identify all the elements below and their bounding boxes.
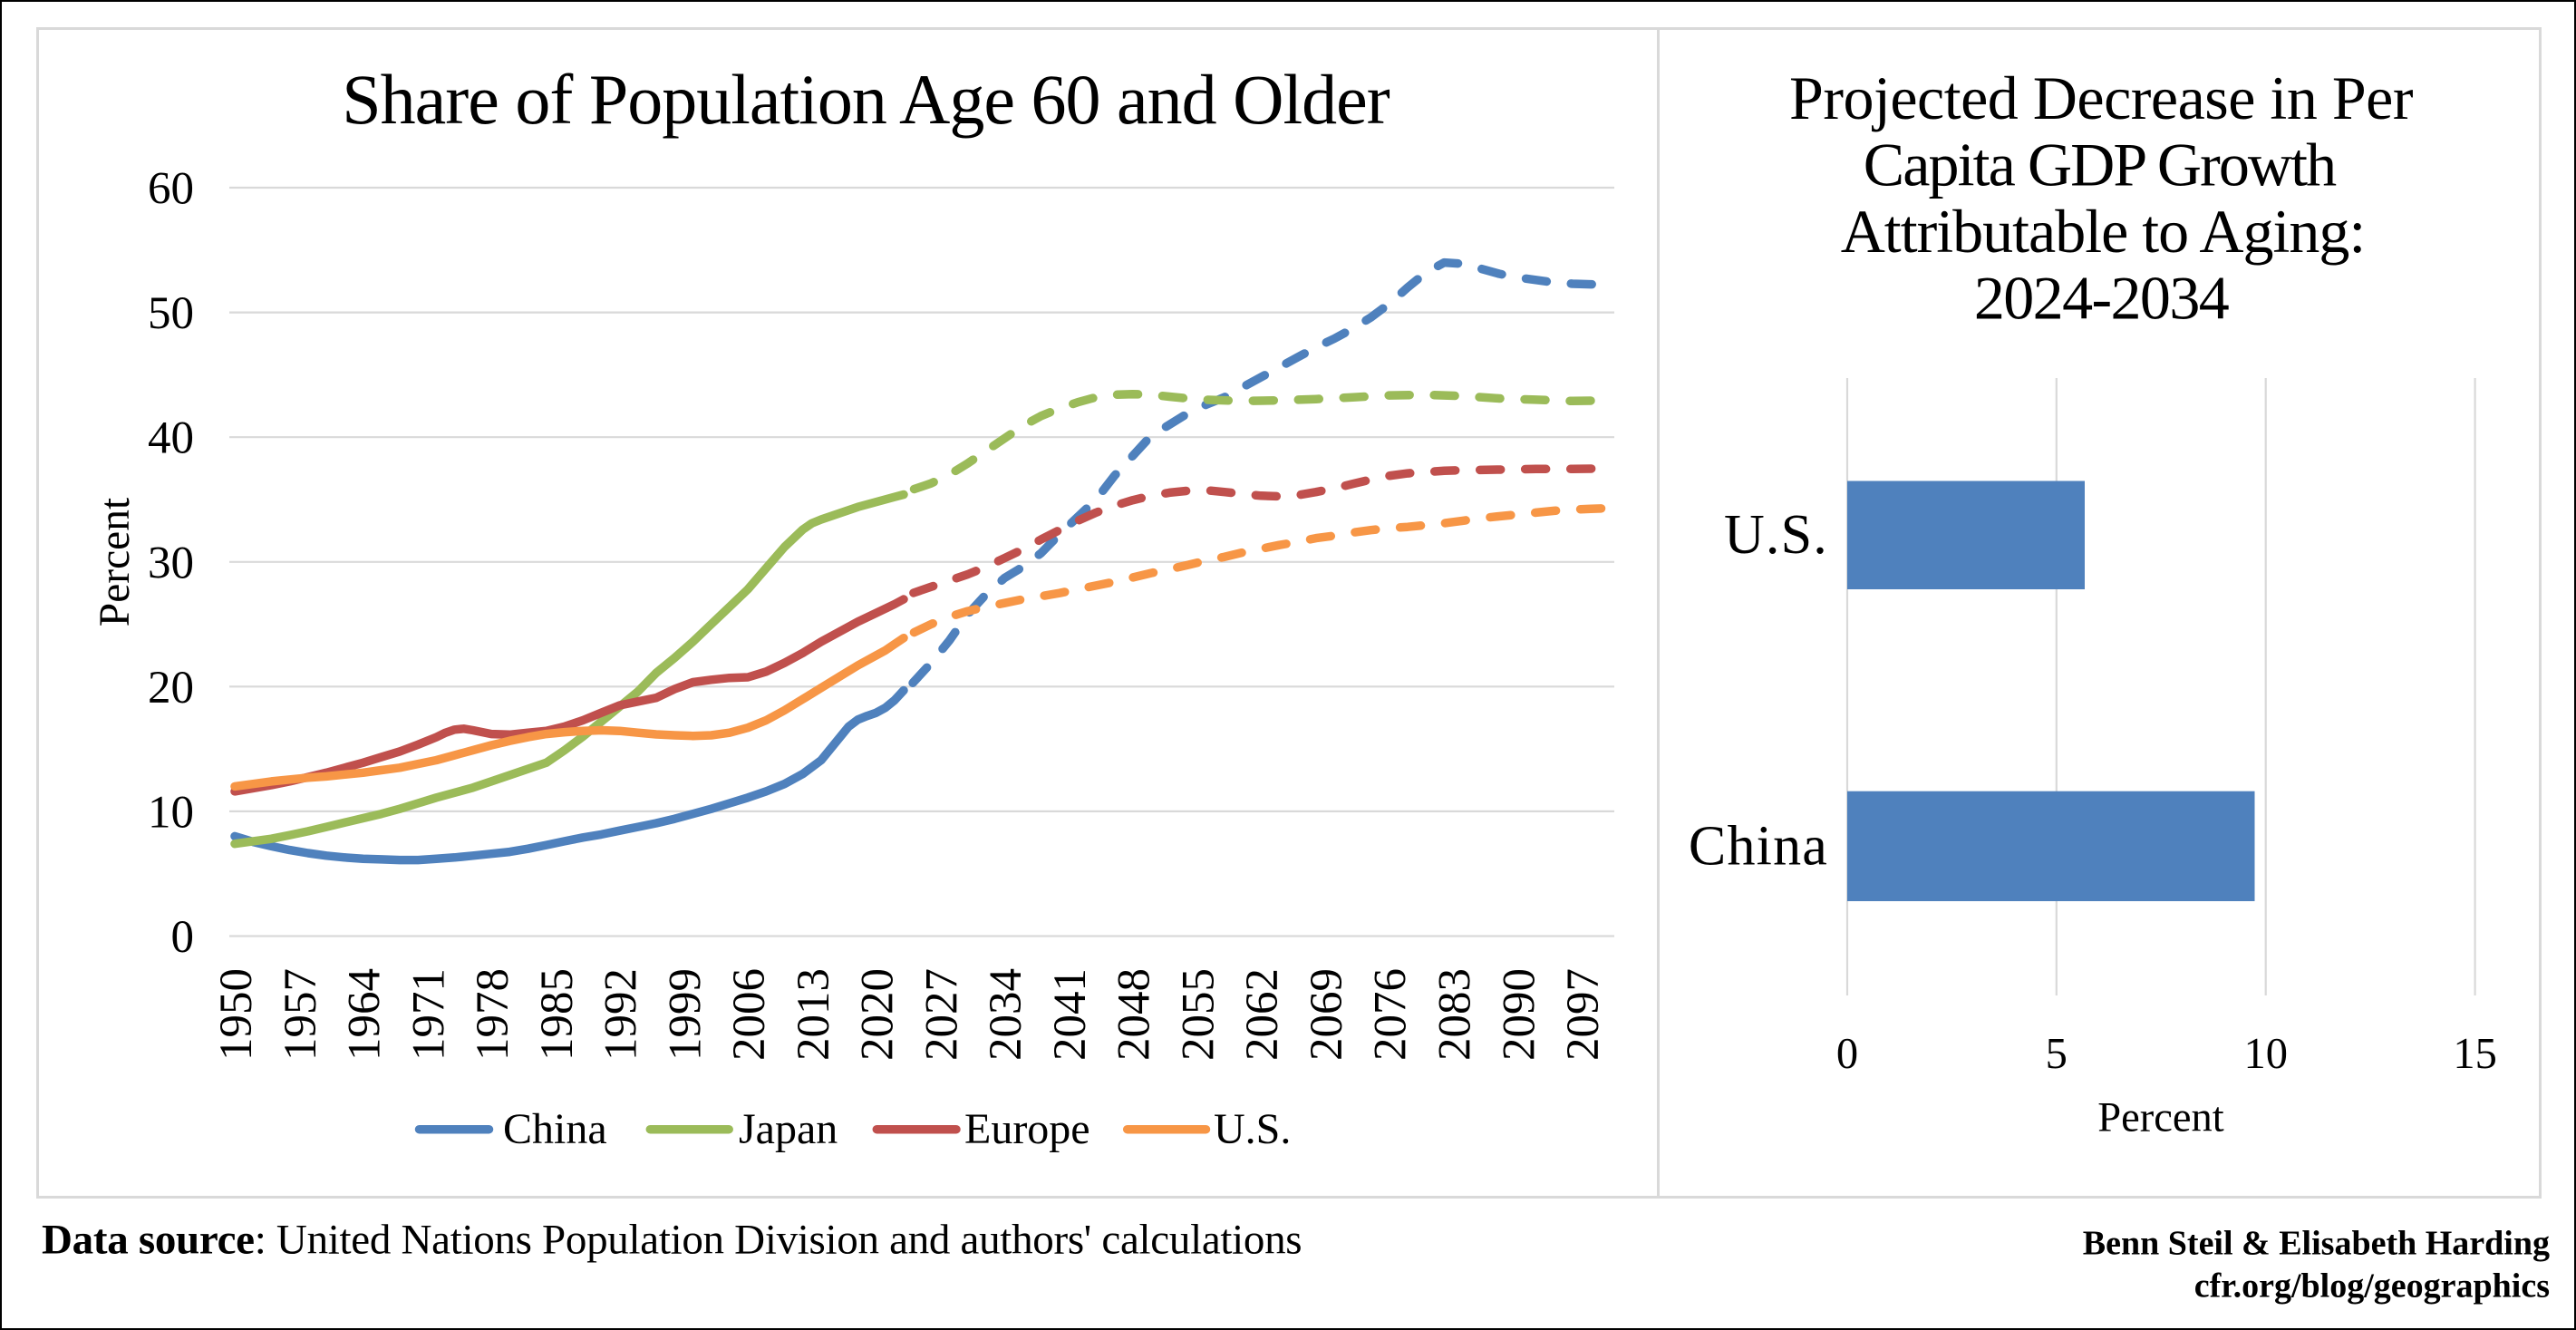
svg-text:Percent: Percent <box>2097 1095 2224 1141</box>
svg-text:Attributable to Aging:: Attributable to Aging: <box>1841 197 2366 266</box>
svg-text:1950: 1950 <box>211 968 262 1061</box>
svg-text:2097: 2097 <box>1558 968 1609 1061</box>
svg-text:30: 30 <box>148 538 194 588</box>
svg-text:2055: 2055 <box>1173 968 1224 1061</box>
svg-text:10: 10 <box>2243 1030 2288 1078</box>
svg-text:Capita GDP Growth: Capita GDP Growth <box>1864 131 2337 199</box>
svg-text:40: 40 <box>148 413 194 464</box>
svg-text:Data source: United Nations Po: Data source: United Nations Population D… <box>42 1217 1302 1264</box>
svg-text:Benn Steil & Elisabeth Harding: Benn Steil & Elisabeth Harding <box>2083 1225 2550 1263</box>
svg-text:10: 10 <box>148 787 194 838</box>
svg-text:1978: 1978 <box>468 968 518 1061</box>
svg-text:1964: 1964 <box>340 968 391 1061</box>
svg-text:2027: 2027 <box>916 968 967 1061</box>
svg-text:2090: 2090 <box>1494 968 1545 1061</box>
svg-text:5: 5 <box>2046 1030 2068 1078</box>
svg-text:2006: 2006 <box>724 968 775 1061</box>
svg-text:U.S.: U.S. <box>1724 504 1828 566</box>
svg-text:Projected Decrease in Per: Projected Decrease in Per <box>1789 63 2414 132</box>
svg-text:China: China <box>1689 816 1828 878</box>
svg-text:2020: 2020 <box>853 968 904 1061</box>
svg-text:Europe: Europe <box>964 1105 1090 1153</box>
svg-text:China: China <box>503 1105 607 1153</box>
svg-text:1999: 1999 <box>660 968 711 1061</box>
svg-text:1992: 1992 <box>596 968 647 1061</box>
svg-text:2083: 2083 <box>1430 968 1481 1061</box>
svg-text:2041: 2041 <box>1045 968 1096 1061</box>
svg-text:2069: 2069 <box>1302 968 1352 1061</box>
svg-text:2048: 2048 <box>1109 968 1160 1061</box>
svg-text:2062: 2062 <box>1237 968 1288 1061</box>
svg-text:1985: 1985 <box>532 968 583 1061</box>
svg-text:2034: 2034 <box>981 968 1031 1061</box>
svg-text:Share of Population Age 60 and: Share of Population Age 60 and Older <box>342 60 1390 139</box>
svg-text:20: 20 <box>148 663 194 714</box>
svg-text:0: 0 <box>171 912 195 963</box>
svg-text:Percent: Percent <box>92 498 139 626</box>
svg-text:cfr.org/blog/geographics: cfr.org/blog/geographics <box>2194 1267 2550 1306</box>
svg-text:2024-2034: 2024-2034 <box>1974 264 2229 333</box>
svg-text:Japan: Japan <box>739 1105 838 1153</box>
svg-text:60: 60 <box>148 164 194 215</box>
svg-text:50: 50 <box>148 288 194 339</box>
svg-text:1971: 1971 <box>403 968 454 1061</box>
svg-text:0: 0 <box>1836 1030 1858 1078</box>
svg-text:1957: 1957 <box>276 968 326 1061</box>
svg-text:U.S.: U.S. <box>1214 1105 1291 1153</box>
svg-text:15: 15 <box>2453 1030 2497 1078</box>
svg-text:2013: 2013 <box>789 968 839 1061</box>
svg-text:2076: 2076 <box>1366 968 1417 1061</box>
